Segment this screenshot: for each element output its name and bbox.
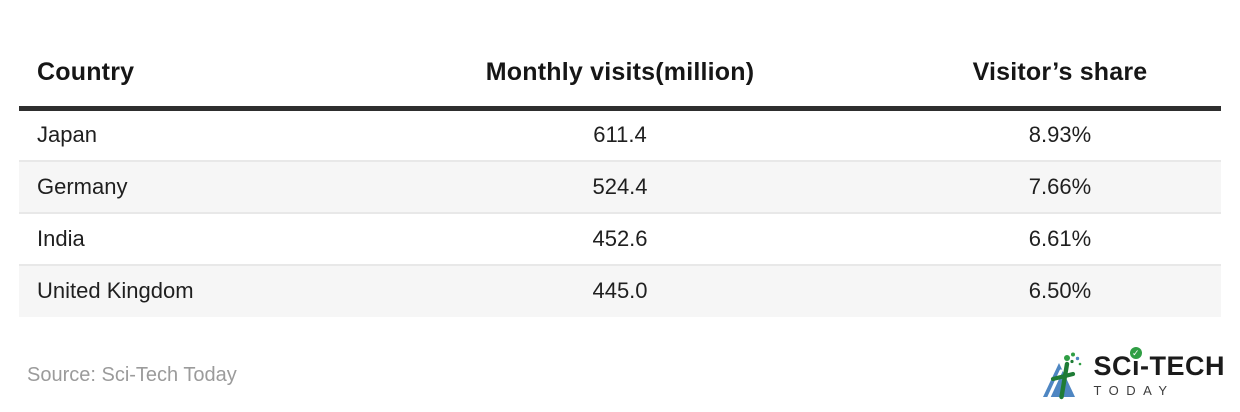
logo-text-sc: SC xyxy=(1093,351,1132,381)
logo-wordmark: SCı ✓ -TECH xyxy=(1093,347,1225,381)
cell-share: 6.61% xyxy=(899,211,1221,265)
table-row-united-kingdom: United Kingdom 445.0 6.50% xyxy=(19,263,1221,317)
footer: Source: Sci-Tech Today SCı ✓ -TECH TODAY xyxy=(0,327,1240,412)
logo-today-label: TODAY xyxy=(1093,383,1175,398)
logo-i-stem: ı xyxy=(1131,351,1140,381)
country-visits-table: Country Monthly visits(million) Visitor’… xyxy=(19,0,1221,317)
cell-share: 6.50% xyxy=(899,263,1221,317)
cell-share: 7.66% xyxy=(899,159,1221,213)
cell-visits: 445.0 xyxy=(341,263,899,317)
sci-tech-logo-icon xyxy=(1043,352,1082,399)
cell-visits: 452.6 xyxy=(341,211,899,265)
cell-share: 8.93% xyxy=(899,108,1221,161)
cell-country: India xyxy=(19,211,341,265)
table-row-japan: Japan 611.4 8.93% xyxy=(19,108,1221,161)
column-header-monthly-visits: Monthly visits(million) xyxy=(341,0,899,111)
logo-text-tech: -TECH xyxy=(1140,351,1225,381)
cell-country: Germany xyxy=(19,159,341,213)
table-row-germany: Germany 524.4 7.66% xyxy=(19,159,1221,213)
sci-tech-today-logo: SCı ✓ -TECH TODAY xyxy=(1040,347,1225,402)
table-header-row: Country Monthly visits(million) Visitor’… xyxy=(19,0,1221,111)
column-header-visitor-share: Visitor’s share xyxy=(899,0,1221,111)
cell-visits: 524.4 xyxy=(341,159,899,213)
table-row-india: India 452.6 6.61% xyxy=(19,211,1221,265)
column-header-country: Country xyxy=(19,0,341,111)
cell-visits: 611.4 xyxy=(341,108,899,161)
logo-text-block: SCı ✓ -TECH TODAY xyxy=(1093,347,1225,398)
logo-letter-i: ı ✓ xyxy=(1129,347,1142,381)
check-icon: ✓ xyxy=(1129,347,1142,359)
source-credit: Source: Sci-Tech Today xyxy=(27,364,237,386)
cell-country: Japan xyxy=(19,108,341,161)
cell-country: United Kingdom xyxy=(19,263,341,317)
